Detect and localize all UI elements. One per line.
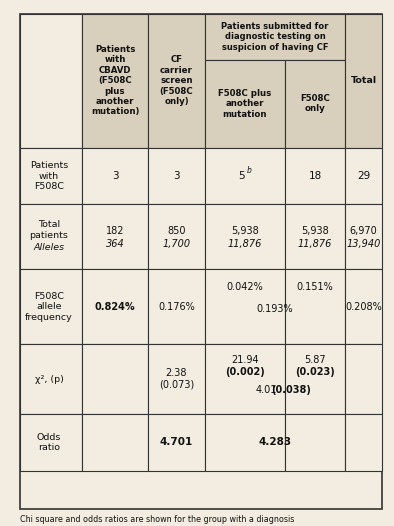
Text: Patients
with
F508C: Patients with F508C [30,161,68,191]
Bar [82,205,148,269]
Text: 0.042%: 0.042% [227,282,263,292]
Text: 5,938: 5,938 [301,226,329,236]
Bar [205,414,285,471]
Text: 5.87: 5.87 [304,355,326,365]
Text: 0.208%: 0.208% [345,302,382,312]
Bar [285,269,345,344]
Bar [148,269,205,344]
Bar [205,148,285,205]
Text: 4.701: 4.701 [160,438,193,448]
Text: 182: 182 [106,226,124,236]
Text: 29: 29 [357,171,370,181]
Bar [148,414,205,471]
Bar [345,14,382,148]
Bar [148,14,205,148]
Text: 364: 364 [106,239,125,249]
Bar [205,205,285,269]
Bar [285,205,345,269]
Bar [148,344,205,414]
Bar [148,148,205,205]
Text: 1,700: 1,700 [162,239,191,249]
Bar [20,205,82,269]
Text: Alleles: Alleles [33,244,65,252]
Bar [285,148,345,205]
Text: 0.193%: 0.193% [256,304,293,314]
Text: b: b [247,166,251,175]
Text: Total
patients: Total patients [30,220,69,240]
Bar [20,14,82,148]
Text: Patients
with
CBAVD
(F508C
plus
another
mutation): Patients with CBAVD (F508C plus another … [91,45,139,116]
Text: F508C
only: F508C only [300,94,330,114]
Bar [82,414,148,471]
Text: 11,876: 11,876 [228,239,262,249]
Text: 11,876: 11,876 [298,239,332,249]
Text: 2.38
(0.073): 2.38 (0.073) [159,368,194,390]
Bar [148,205,205,269]
Text: 0.824%: 0.824% [95,302,135,312]
Bar [20,269,82,344]
Bar [345,148,382,205]
Bar [20,414,82,471]
Text: F508C plus
another
mutation: F508C plus another mutation [218,89,271,119]
Text: 21.94: 21.94 [231,355,259,365]
Text: 18: 18 [309,171,322,181]
Bar [285,60,345,148]
Bar [345,344,382,414]
Bar [285,344,345,414]
Bar [205,14,345,60]
Text: F508C
allele
frequency: F508C allele frequency [25,292,73,321]
Text: 0.176%: 0.176% [158,302,195,312]
Text: CF
carrier
screen
(F508C
only): CF carrier screen (F508C only) [160,56,193,106]
Text: (0.023): (0.023) [295,367,335,377]
Text: 0.151%: 0.151% [297,282,333,292]
Bar [205,344,285,414]
Text: 5: 5 [239,171,245,181]
Text: (0.038): (0.038) [271,385,311,395]
Text: Patients submitted for
diagnostic testing on
suspicion of having CF: Patients submitted for diagnostic testin… [221,22,329,52]
Bar [20,344,82,414]
Bar [82,344,148,414]
Bar [345,205,382,269]
Text: Odds
ratio: Odds ratio [37,433,61,452]
Bar [82,269,148,344]
Bar [205,60,285,148]
Text: 3: 3 [112,171,118,181]
Text: 6,970: 6,970 [349,226,377,236]
Bar [20,148,82,205]
Text: Total: Total [350,76,377,85]
Bar [205,269,285,344]
Text: 4.283: 4.283 [258,438,292,448]
Bar [285,414,345,471]
Bar [82,14,148,148]
Text: 850: 850 [167,226,186,236]
Bar [82,148,148,205]
Text: 4.01: 4.01 [255,385,277,395]
Text: 5,938: 5,938 [231,226,259,236]
Text: 13,940: 13,940 [346,239,381,249]
Bar [345,269,382,344]
Text: (0.002): (0.002) [225,367,265,377]
Text: χ², (p): χ², (p) [35,375,63,383]
Text: 3: 3 [173,171,180,181]
Text: Chi square and odds ratios are shown for the group with a diagnosis: Chi square and odds ratios are shown for… [20,515,294,524]
Bar [345,414,382,471]
